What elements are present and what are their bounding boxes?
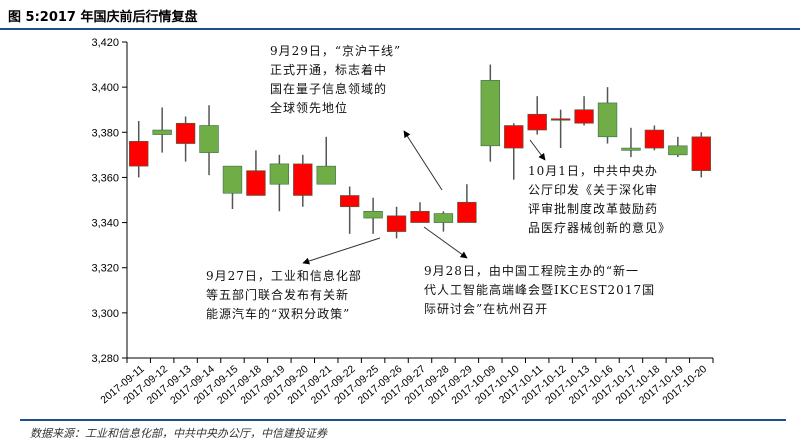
annotation-line: 9月27日，工业和信息化部 (206, 269, 362, 283)
candle-down (433, 213, 454, 223)
candle-up (574, 109, 594, 124)
annotation-line: 9月28日，由中国工程院主办的“新一 (424, 264, 640, 278)
top-rule (0, 28, 800, 30)
annotation-line: 9月29日，“京沪干线” (270, 44, 402, 58)
candle-up (175, 122, 196, 144)
candle-down (621, 147, 641, 151)
candle-up (550, 118, 571, 121)
candle-down (480, 80, 500, 147)
y-tick-label: 3,420 (91, 37, 119, 49)
candle-up (644, 129, 665, 149)
annotation-arrow (423, 226, 468, 259)
annotation-line: 代人工智能高端峰会暨IKCEST2017国 (424, 283, 656, 297)
candle-down (316, 165, 336, 185)
bottom-rule (20, 419, 786, 421)
candle-up (246, 170, 266, 196)
annotation-0927: 9月27日，工业和信息化部 等五部门联合发布有关新 能源汽车的“双积分政策” (206, 267, 362, 324)
annotation-1001: 10月1日，中共中央办 公厅印发《关于深化审 评审批制度改革鼓励药 品医疗器械创… (528, 162, 671, 238)
candle-down (222, 165, 243, 194)
candle-up (527, 113, 547, 131)
y-tick-label: 3,360 (91, 172, 119, 184)
candle-up (410, 210, 430, 223)
candle-down (363, 210, 383, 219)
candle-down (668, 145, 688, 156)
annotation-arrow (529, 139, 546, 161)
annotation-arrow (302, 237, 381, 265)
annotation-line: 公厅印发《关于深化审 (528, 183, 659, 197)
annotation-line: 等五部门联合发布有关新 (206, 288, 350, 302)
candle-up (293, 163, 313, 196)
candle-down (597, 102, 618, 138)
y-tick-label: 3,400 (91, 82, 119, 94)
data-source: 数据来源：工业和信息化部，中共中央办公厅，中信建投证券 (30, 427, 327, 440)
candle-up (340, 195, 360, 208)
y-tick-label: 3,280 (91, 353, 119, 365)
annotation-line: 全球领先地位 (270, 101, 349, 115)
annotation-line: 品医疗器械创新的意见》 (528, 221, 672, 235)
candle-up (386, 215, 407, 232)
annotation-line: 际研讨会”在杭州召开 (424, 302, 549, 316)
y-tick-label: 3,300 (91, 308, 119, 320)
candle-up (691, 136, 711, 171)
y-tick-label: 3,320 (91, 263, 119, 275)
candle-up (129, 141, 149, 167)
y-tick-label: 3,380 (91, 127, 119, 139)
candle-down (269, 163, 290, 185)
annotation-line: 正式开通，标志着中 (270, 63, 388, 77)
annotation-line: 国在量子信息领域的 (270, 82, 388, 96)
y-tick-label: 3,340 (91, 218, 119, 230)
annotation-line: 评审批制度改革鼓励药 (528, 202, 659, 216)
annotation-line: 能源汽车的“双积分政策” (206, 307, 351, 321)
annotation-0929: 9月29日，“京沪干线” 正式开通，标志着中 国在量子信息领域的 全球领先地位 (270, 42, 401, 118)
annotation-line: 10月1日，中共中央办 (528, 164, 658, 178)
annotation-arrow (403, 130, 443, 191)
candle-up (457, 201, 477, 223)
chart-title: 图 5:2017 年国庆前后行情复盘 (8, 10, 198, 25)
annotation-0928: 9月28日，由中国工程院主办的“新一 代人工智能高端峰会暨IKCEST2017国… (424, 262, 655, 319)
candle-down (152, 129, 172, 135)
candle-down (199, 125, 219, 153)
candle-up (504, 125, 524, 149)
